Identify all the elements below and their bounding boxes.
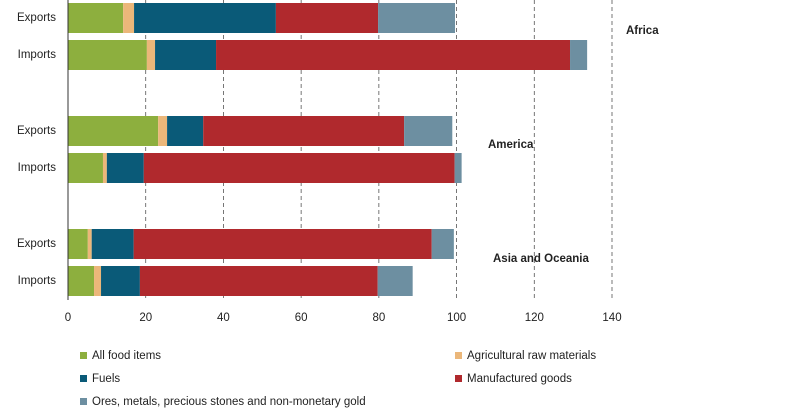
bar-segment — [101, 266, 140, 296]
bar-segment — [143, 153, 455, 183]
bar-segment — [431, 229, 454, 259]
legend-label: Fuels — [92, 373, 120, 385]
x-tick-label: 120 — [525, 312, 544, 324]
x-tick-label: 20 — [139, 312, 152, 324]
legend-label: Manufactured goods — [467, 373, 572, 385]
y-tick-label: Imports — [18, 162, 57, 174]
x-tick-label: 40 — [217, 312, 230, 324]
bar-segment — [68, 3, 124, 33]
bar-segment — [139, 266, 378, 296]
bar-segment — [123, 3, 135, 33]
bar-segment — [133, 229, 432, 259]
bar-segment — [146, 40, 156, 70]
x-tick-label: 80 — [372, 312, 385, 324]
bar-segment — [454, 153, 462, 183]
legend-swatch — [80, 352, 87, 359]
bar-segment — [203, 116, 405, 146]
bar-segment — [68, 266, 95, 296]
x-tick-label: 0 — [65, 312, 71, 324]
y-tick-label: Exports — [17, 125, 56, 137]
bar-segment — [68, 229, 88, 259]
bar-segment — [167, 116, 204, 146]
bar-segment — [378, 3, 456, 33]
bar-segment — [377, 266, 413, 296]
legend-label: Agricultural raw materials — [467, 350, 596, 362]
legend-swatch — [80, 398, 87, 405]
legend-label: All food items — [92, 350, 161, 362]
x-tick-label: 60 — [295, 312, 308, 324]
bar-segment — [87, 229, 92, 259]
bar-segment — [106, 153, 144, 183]
group-label: Asia and Oceania — [493, 253, 589, 265]
bar-segment — [216, 40, 571, 70]
legend-swatch — [455, 375, 462, 382]
bar-segment — [94, 266, 102, 296]
bar-segment — [158, 116, 168, 146]
x-tick-label: 100 — [447, 312, 466, 324]
bar-segment — [102, 153, 107, 183]
group-label: Africa — [626, 25, 659, 37]
legend-swatch — [455, 352, 462, 359]
bar-segment — [68, 40, 147, 70]
bar-segment — [570, 40, 588, 70]
y-tick-label: Exports — [17, 238, 56, 250]
group-label: America — [488, 139, 534, 151]
y-tick-label: Exports — [17, 12, 56, 24]
y-tick-label: Imports — [18, 275, 57, 287]
legend-label: Ores, metals, precious stones and non-mo… — [92, 396, 366, 408]
bar-segment — [91, 229, 134, 259]
bar-segment — [68, 116, 159, 146]
legend-swatch — [80, 375, 87, 382]
bar-segment — [68, 153, 103, 183]
bar-segment — [134, 3, 276, 33]
y-tick-label: Imports — [18, 49, 57, 61]
bar-segment — [404, 116, 453, 146]
bar-segment — [275, 3, 379, 33]
bar-segment — [155, 40, 217, 70]
x-tick-label: 140 — [602, 312, 621, 324]
